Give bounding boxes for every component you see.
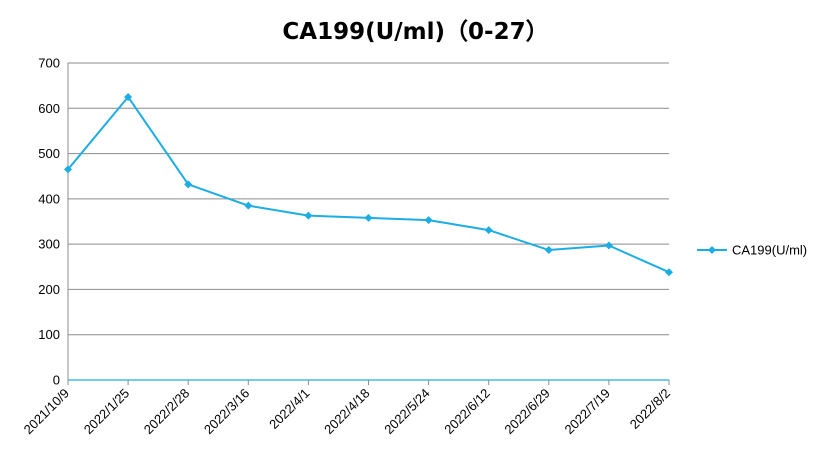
data-point <box>544 246 553 255</box>
x-tick-label: 2021/10/9 <box>21 386 73 438</box>
data-point <box>484 226 493 235</box>
data-point <box>604 241 613 250</box>
y-tick-label: 600 <box>38 101 60 116</box>
y-tick-label: 300 <box>38 237 60 252</box>
data-point <box>364 213 373 222</box>
chart-title: CA199(U/ml)（0-27） <box>282 19 549 45</box>
legend-marker <box>708 246 716 254</box>
data-point <box>64 165 72 174</box>
x-tick-label: 2022/4/1 <box>266 386 312 432</box>
y-tick-label: 700 <box>38 56 60 71</box>
data-point <box>184 180 193 189</box>
y-tick-label: 400 <box>38 191 60 206</box>
y-tick-label: 100 <box>38 327 60 342</box>
x-tick-label: 2022/8/2 <box>627 386 673 432</box>
x-tick-label: 2022/4/18 <box>321 386 373 438</box>
y-tick-label: 200 <box>38 282 60 297</box>
data-point <box>424 216 433 225</box>
y-tick-label: 0 <box>53 373 60 388</box>
data-point <box>304 211 313 220</box>
x-tick-label: 2022/1/25 <box>81 386 133 438</box>
x-tick-label: 2022/6/12 <box>441 386 493 438</box>
x-tick-label: 2022/6/29 <box>501 386 553 438</box>
legend-label: CA199(U/ml) <box>732 243 807 258</box>
x-tick-label: 2022/7/19 <box>562 386 614 438</box>
x-tick-label: 2022/5/24 <box>381 386 433 438</box>
data-point <box>665 268 673 277</box>
data-point <box>244 201 253 210</box>
x-tick-label: 2022/3/16 <box>201 386 253 438</box>
x-tick-label: 2022/2/28 <box>141 386 193 438</box>
y-tick-label: 500 <box>38 146 60 161</box>
data-point <box>124 92 133 101</box>
series-line <box>67 95 670 274</box>
